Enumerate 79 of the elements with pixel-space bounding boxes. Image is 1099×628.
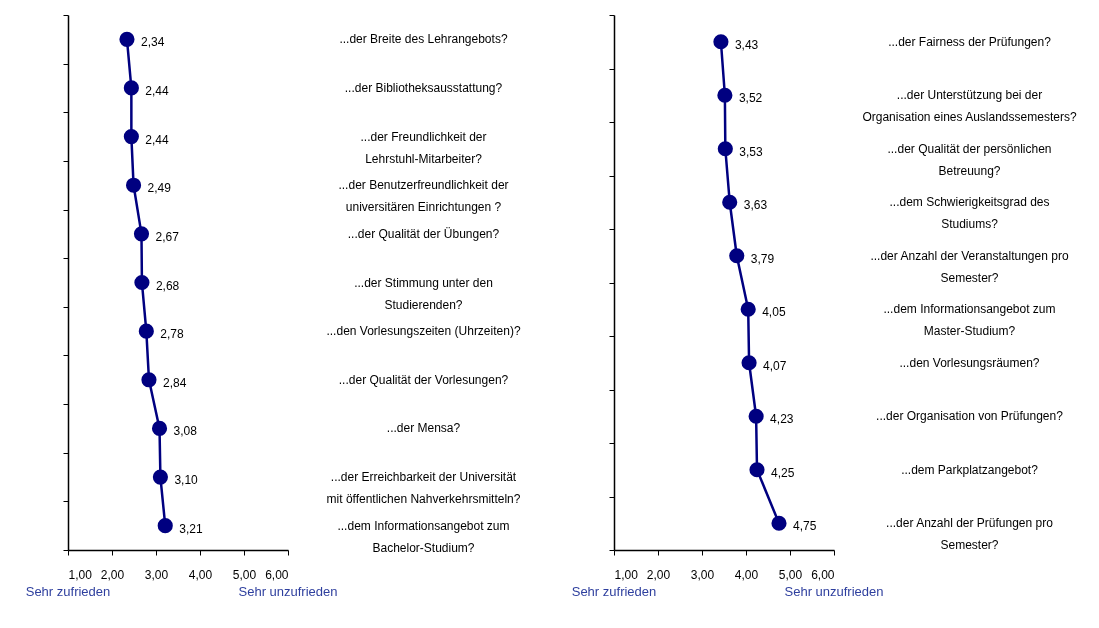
x-tick-label: 4,00	[188, 567, 213, 582]
x-tick-label: 3,00	[144, 567, 169, 582]
data-label: 3,53	[739, 144, 763, 159]
y-tick-label: ...den Vorlesungsräumen?	[899, 355, 1040, 370]
point	[138, 323, 154, 339]
y-tick-label: ...dem Informationsangebot zum Bachelor-Studium?	[337, 518, 510, 555]
y-tick-label: ...der Anzahl der Veranstaltungen pro Semester?	[870, 248, 1069, 285]
data-label: 4,23	[770, 412, 794, 427]
data-label: 3,10	[174, 473, 199, 488]
y-tick-label: ...der Erreichbarkeit der Universität mit öffentlichen Nahverkehrsmitteln?	[326, 470, 521, 507]
y-tick-label: ...der Mensa?	[386, 421, 461, 436]
x-tick-label: 5,00	[232, 567, 257, 582]
point	[152, 469, 168, 485]
data-label: 4,07	[763, 358, 787, 373]
text: Sehr zufrieden	[571, 584, 657, 599]
data-label: 3,21	[179, 521, 203, 536]
data-label: 3,43	[734, 37, 759, 52]
point	[119, 31, 135, 47]
x-tick-label: 3,00	[690, 567, 715, 582]
data-label: 3,08	[173, 424, 198, 439]
y-tick-label: ...der Anzahl der Prüfungen pro Semester?	[886, 516, 1054, 553]
y-tick-label: ...den Vorlesungszeiten (Uhrzeiten)?	[326, 324, 521, 339]
data-label: 2,44	[145, 132, 170, 147]
data-label: 3,52	[738, 91, 763, 106]
y-tick-label: ...dem Informationsangebot zum Master-Studium?	[883, 302, 1056, 339]
y-tick-label: ...der Qualität der persönlichen Betreuung?	[887, 141, 1052, 178]
data-label: 2,84	[162, 375, 187, 390]
x-tick-label: 1,00	[614, 567, 639, 582]
y-tick-label: ...der Benutzerfreundlichkeit der universitären Einrichtungen ?	[338, 178, 509, 215]
data-label: 4,75	[793, 519, 817, 534]
point	[151, 420, 168, 436]
y-tick-label: ...der Freundlichkeit der Lehrstuhl-Mitarbeiter?	[360, 129, 487, 166]
x-tick-label: 6,00	[811, 567, 835, 582]
y-tick-label: ...der Unterstützung bei der Organisation eines Auslandssemesters?	[862, 88, 1077, 125]
data-label: 3,79	[750, 251, 775, 266]
text: Sehr zufrieden	[25, 584, 111, 599]
y-tick-label: ...dem Parkplatzangebot?	[901, 462, 1039, 477]
data-label: 3,63	[743, 198, 768, 213]
x-tick-label: 5,00	[778, 567, 803, 582]
point	[125, 177, 142, 193]
point	[133, 226, 150, 242]
text: Sehr unzufrieden	[238, 584, 338, 599]
point	[717, 87, 733, 103]
data-label: 2,34	[140, 35, 165, 50]
point	[713, 34, 729, 50]
data-label: 4,05	[762, 305, 786, 320]
point	[157, 518, 173, 534]
point	[748, 408, 764, 424]
point	[123, 129, 139, 145]
y-tick-label: ...dem Schwierigkeitsgrad des Studiums?	[889, 195, 1050, 232]
point	[740, 301, 756, 317]
y-tick-label: ...der Breite des Lehrangebots?	[339, 32, 508, 47]
y-tick-label: ...der Organisation von Prüfungen?	[876, 409, 1064, 424]
point	[717, 141, 733, 157]
data-label: 2,78	[160, 327, 184, 342]
y-tick-label: ...der Stimmung unter den Studierenden?	[354, 275, 493, 312]
data-label: 2,68	[155, 278, 180, 293]
point	[771, 515, 787, 531]
point	[722, 194, 738, 210]
x-tick-label: 2,00	[646, 567, 671, 582]
text: Sehr unzufrieden	[784, 584, 884, 599]
point	[123, 80, 139, 96]
y-tick-label: ...der Fairness der Prüfungen?	[888, 34, 1052, 49]
x-tick-label: 4,00	[734, 567, 759, 582]
data-label: 2,49	[147, 181, 172, 196]
x-tick-label: 6,00	[265, 567, 289, 582]
y-tick-label: ...der Qualität der Vorlesungen?	[338, 372, 509, 387]
y-tick-label: ...der Qualität der Übungen?	[347, 226, 500, 241]
point	[741, 355, 757, 371]
point	[141, 372, 157, 388]
data-label: 2,67	[155, 229, 180, 244]
x-tick-label: 2,00	[100, 567, 125, 582]
x-tick-label: 1,00	[68, 567, 93, 582]
point	[729, 248, 745, 264]
point	[749, 462, 765, 478]
data-label: 4,25	[771, 465, 795, 480]
data-label: 2,44	[145, 83, 170, 98]
y-tick-label: ...der Bibliotheksausstattung?	[344, 80, 503, 95]
point	[134, 274, 150, 291]
